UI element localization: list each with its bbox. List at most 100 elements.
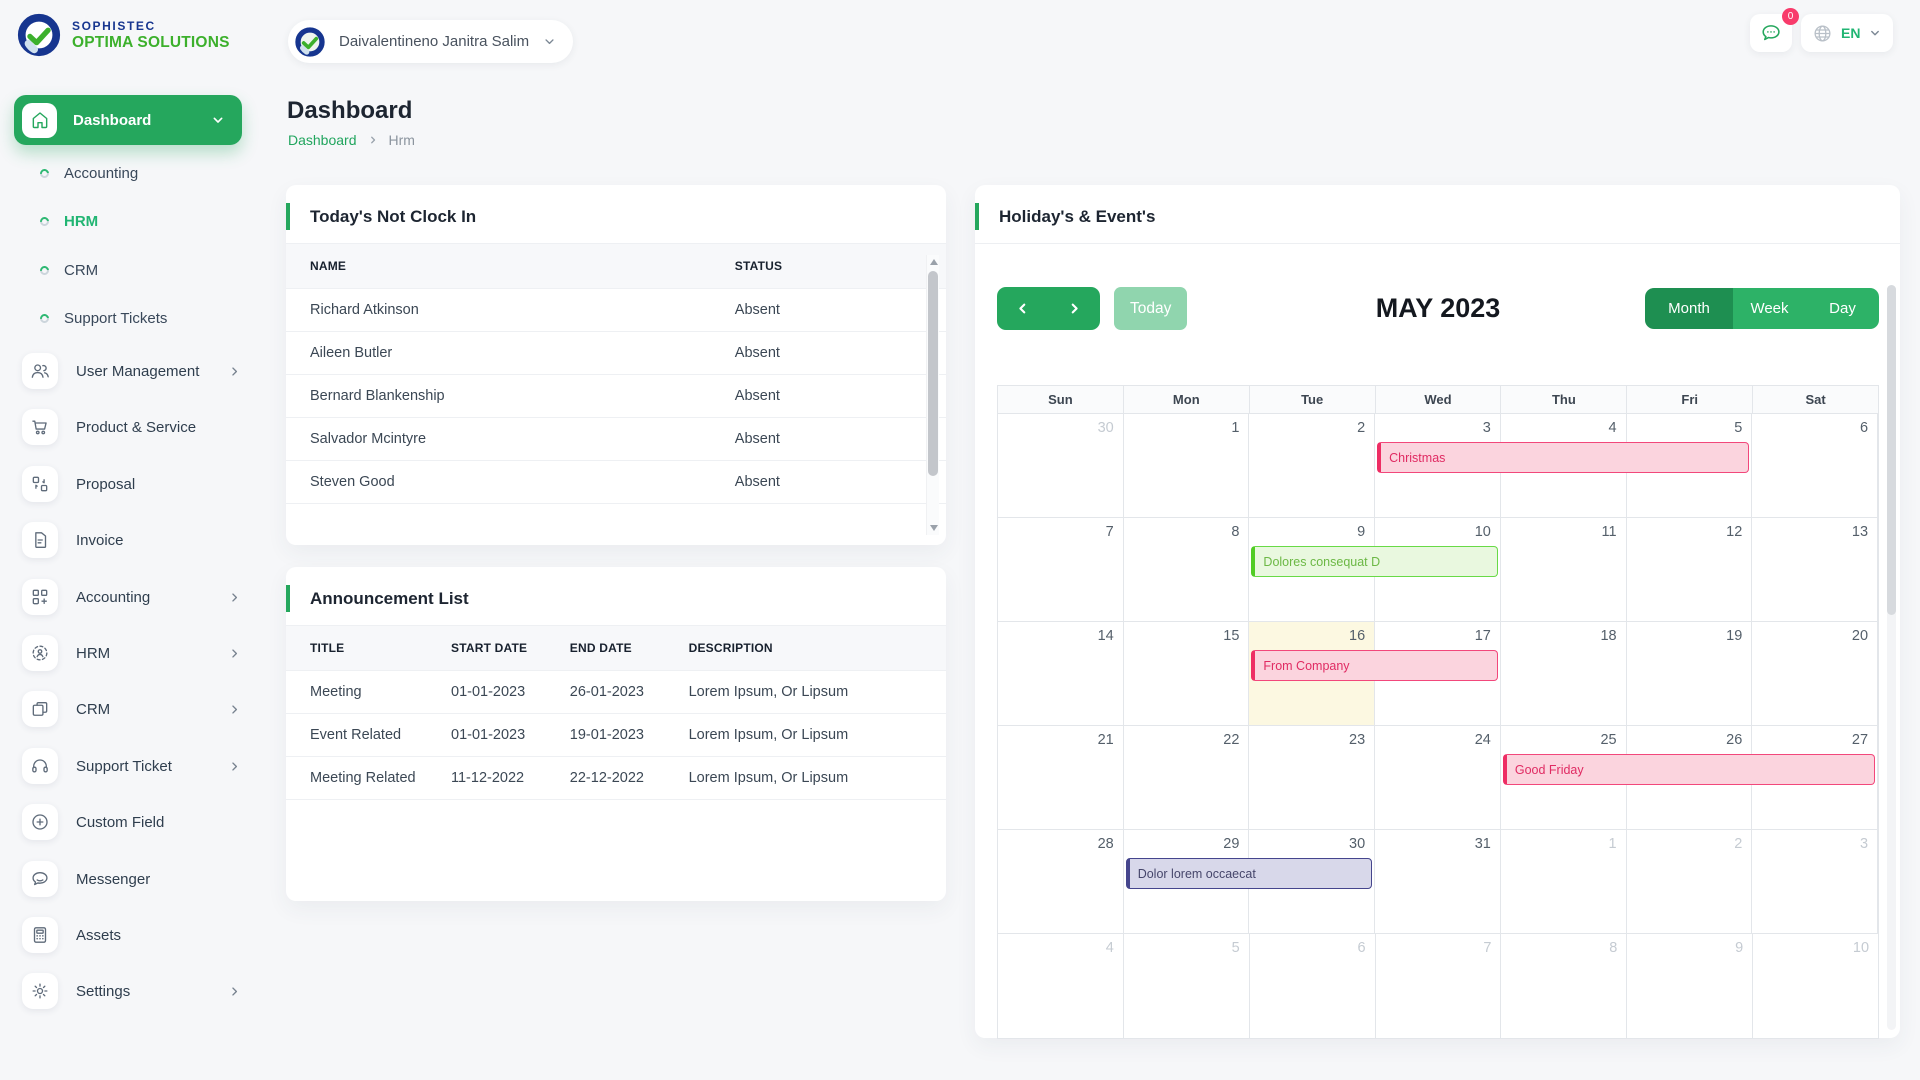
calendar-cell[interactable]: 2 (1627, 830, 1753, 933)
calendar-cell[interactable]: 22 (1124, 726, 1250, 829)
calendar-cell[interactable]: 20 (1752, 622, 1879, 725)
calendar-event-dolores-consequat-d[interactable]: Dolores consequat D (1251, 546, 1498, 577)
sidebar-item-dashboard[interactable]: Dashboard (14, 95, 242, 145)
sidebar-item-accounting[interactable]: Accounting (14, 575, 246, 619)
calendar-cell[interactable]: 3 (1752, 830, 1879, 933)
sidebar-item-messenger[interactable]: Messenger (14, 857, 246, 901)
calendar-cell[interactable]: 10 (1753, 934, 1878, 1038)
calendar-cell[interactable]: 23 (1249, 726, 1376, 829)
notifications-button[interactable]: 0 (1750, 8, 1799, 52)
sidebar-item-support-ticket[interactable]: Support Ticket (14, 744, 246, 788)
user-menu[interactable]: Daivalentineno Janitra Salim (288, 20, 574, 63)
day-of-week-label: Fri (1627, 386, 1754, 413)
calendar-cell[interactable]: 28 (998, 830, 1124, 933)
language-selector[interactable]: EN (1801, 14, 1894, 52)
date-number: 19 (1726, 628, 1743, 644)
calendar-cell[interactable]: 18 (1501, 622, 1627, 725)
calendar-cell[interactable]: 6 (1752, 414, 1879, 517)
day-of-week-label: Thu (1501, 386, 1628, 413)
calendar-cell[interactable]: 9 (1627, 934, 1754, 1038)
calendar-event-good-friday[interactable]: Good Friday (1502, 754, 1875, 785)
sidebar-item-proposal[interactable]: Proposal (14, 462, 246, 506)
gear-icon (30, 981, 50, 1001)
next-month-button[interactable] (1049, 287, 1101, 330)
prev-month-button[interactable] (997, 287, 1049, 330)
calendar-cell[interactable]: 11 (1501, 518, 1627, 621)
scrollbar-thumb[interactable] (928, 271, 938, 476)
calendar-cell[interactable]: 14 (998, 622, 1124, 725)
date-number: 26 (1726, 732, 1743, 748)
calendar-cell[interactable]: 5 (1627, 414, 1753, 517)
sidebar-item-assets[interactable]: Assets (14, 913, 246, 957)
calendar-week-row: 4 5 6 7 8 9 10 (998, 934, 1878, 1038)
calendar-cell[interactable]: 10 (1375, 518, 1501, 621)
calendar-cell[interactable]: 6 (1250, 934, 1376, 1038)
sidebar-item-invoice[interactable]: Invoice (14, 518, 246, 562)
chevron-right-icon (227, 590, 242, 605)
table-row: Event Related 01-01-2023 19-01-2023 Lorem I… (286, 713, 946, 757)
table-cell: Steven Good (286, 460, 735, 504)
sidebar-item-hrm[interactable]: HRM (14, 631, 246, 675)
app-logo[interactable]: SOPHISTEC OPTIMA SOLUTIONS (16, 12, 230, 58)
scrollbar-thumb[interactable] (1887, 285, 1896, 615)
sidebar-item-label: HRM (76, 644, 111, 662)
scroll-up-icon[interactable] (930, 259, 938, 265)
calendar-cell[interactable]: 1 (1501, 830, 1627, 933)
clockin-card-title: Today's Not Clock In (286, 185, 946, 243)
view-button-week[interactable]: Week (1733, 288, 1806, 329)
calendar-cell[interactable]: 15 (1124, 622, 1250, 725)
calendar-cell[interactable]: 1 (1124, 414, 1250, 517)
calendar-cell[interactable]: 4 (998, 934, 1124, 1038)
view-button-month[interactable]: Month (1645, 288, 1733, 329)
view-button-day[interactable]: Day (1806, 288, 1879, 329)
sidebar-subitem-crm[interactable]: CRM (0, 250, 260, 290)
sidebar-subitem-hrm[interactable]: HRM (0, 201, 260, 241)
sidebar-subitem-accounting[interactable]: Accounting (0, 153, 260, 193)
date-number: 9 (1357, 524, 1366, 540)
breadcrumb-root-link[interactable]: Dashboard (288, 132, 357, 148)
sidebar-subitem-label: Support Tickets (64, 309, 168, 327)
calendar-event-christmas[interactable]: Christmas (1377, 442, 1750, 473)
calendar-cell[interactable]: 24 (1375, 726, 1501, 829)
calendar-cell[interactable]: 21 (998, 726, 1124, 829)
table-cell: 11-12-2022 (451, 756, 570, 800)
cart-icon (30, 417, 50, 437)
sidebar-subitem-support-tickets[interactable]: Support Tickets (0, 298, 260, 338)
day-of-week-label: Wed (1376, 386, 1502, 413)
bullet-icon (38, 311, 51, 325)
calendar-cell[interactable]: 12 (1627, 518, 1753, 621)
sidebar-item-settings[interactable]: Settings (14, 969, 246, 1013)
event-title: Good Friday (1514, 762, 1584, 777)
today-button[interactable]: Today (1114, 287, 1188, 330)
calendar-cell[interactable]: 17 (1375, 622, 1501, 725)
table-scrollbar[interactable] (926, 255, 939, 535)
calendar-cell[interactable]: 30 (1249, 830, 1376, 933)
sidebar-item-custom-field[interactable]: Custom Field (14, 800, 246, 844)
calendar-cell[interactable]: 7 (998, 518, 1124, 621)
event-title: Christmas (1389, 450, 1446, 465)
sidebar-item-user-management[interactable]: User Management (14, 349, 246, 393)
calendar-card: Holiday's & Event's Today MAY 2023 Month… (975, 185, 1900, 1039)
date-number: 15 (1223, 628, 1240, 644)
calendar-event-dolor-lorem-occaecat[interactable]: Dolor lorem occaecat (1125, 858, 1373, 889)
calendar-event-from-company[interactable]: From Company (1251, 650, 1498, 681)
calendar-cell[interactable]: 8 (1501, 934, 1628, 1038)
calendar-cell[interactable]: 8 (1124, 518, 1250, 621)
calendar-cell[interactable]: 19 (1627, 622, 1753, 725)
scroll-down-icon[interactable] (930, 525, 938, 531)
calendar-cell[interactable]: 7 (1376, 934, 1502, 1038)
calendar-cell[interactable]: 13 (1752, 518, 1879, 621)
calendar-cell[interactable]: 27 (1752, 726, 1879, 829)
calendar-cell[interactable]: 31 (1375, 830, 1501, 933)
sidebar-item-label: Proposal (76, 475, 136, 493)
sidebar-item-product-service[interactable]: Product & Service (14, 405, 246, 449)
user-name: Daivalentineno Janitra Salim (339, 33, 530, 50)
calendar-cell[interactable]: 5 (1124, 934, 1250, 1038)
calendar-cell[interactable]: 2 (1249, 414, 1376, 517)
calendar-cell[interactable]: 30 (998, 414, 1124, 517)
sidebar-item-crm[interactable]: CRM (14, 687, 246, 731)
chevron-right-icon (367, 134, 379, 146)
avatar (294, 26, 326, 58)
calendar-scrollbar[interactable] (1887, 285, 1896, 1030)
sidebar-item-label: Invoice (76, 531, 124, 549)
